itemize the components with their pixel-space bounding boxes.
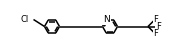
Text: F: F (154, 15, 158, 24)
Text: F: F (154, 29, 158, 38)
Text: Cl: Cl (20, 15, 29, 24)
Text: F: F (157, 22, 161, 31)
Text: N: N (103, 15, 110, 24)
